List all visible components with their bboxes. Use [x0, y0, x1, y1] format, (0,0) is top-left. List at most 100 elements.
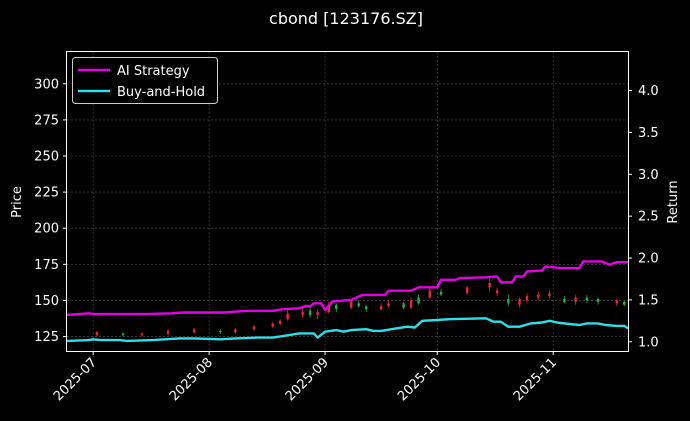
- candle-body: [518, 299, 521, 305]
- candle-body: [335, 304, 338, 310]
- candlestick: [417, 294, 420, 305]
- candle-body: [525, 296, 529, 301]
- candlestick: [439, 288, 443, 297]
- candlestick: [623, 300, 626, 307]
- y-tick-label: 250: [34, 150, 59, 165]
- y2-tick-label: 1.5: [638, 293, 659, 308]
- plot-frame: [66, 51, 629, 352]
- candlestick: [402, 301, 405, 310]
- candle-body: [563, 299, 566, 302]
- candle-body: [271, 323, 274, 327]
- candlestick: [563, 296, 566, 304]
- y-tick-label: 275: [34, 113, 59, 128]
- candle-body: [507, 299, 510, 304]
- y-tick-label: 125: [34, 330, 59, 345]
- candle-body: [615, 300, 618, 304]
- candle-body: [308, 310, 312, 315]
- y-tick-label: 225: [34, 186, 59, 201]
- candlestick: [286, 309, 289, 321]
- y-tick-label: 175: [34, 258, 59, 273]
- chart-title: cbond [123176.SZ]: [269, 9, 423, 28]
- candlestick: [192, 327, 196, 334]
- legend-label-ai-strategy: AI Strategy: [117, 64, 190, 79]
- candlestick: [409, 297, 413, 310]
- candle-body: [379, 306, 383, 310]
- candlestick: [271, 322, 274, 328]
- candle-body: [140, 333, 143, 336]
- legend: AI Strategy Buy-and-Hold: [72, 57, 218, 104]
- candle-body: [350, 301, 353, 308]
- grid-lines: [67, 52, 628, 351]
- candlestick: [387, 300, 390, 308]
- candle-body: [417, 297, 420, 304]
- y2-tick-label: 1.0: [638, 335, 659, 350]
- candlestick: [518, 297, 521, 308]
- candlestick: [525, 293, 529, 304]
- candlestick: [585, 294, 589, 304]
- candle-body: [585, 297, 589, 301]
- candle-body: [488, 283, 491, 288]
- y-tick-label: 300: [34, 77, 59, 92]
- candlestick: [495, 287, 499, 297]
- candle-body: [548, 293, 551, 297]
- candlestick: [95, 330, 99, 337]
- candle-body: [623, 301, 626, 305]
- candlesticks: [95, 278, 626, 337]
- candle-body: [234, 329, 237, 333]
- candlestick: [548, 290, 551, 299]
- candle-body: [357, 303, 360, 307]
- y-axis-title-price: Price: [10, 186, 25, 218]
- candlestick: [140, 332, 143, 337]
- candle-body: [365, 306, 368, 310]
- return-lines: [66, 260, 629, 343]
- candle-body: [428, 290, 431, 298]
- candlestick: [335, 303, 338, 312]
- candlestick: [379, 303, 383, 311]
- candlestick: [488, 278, 491, 292]
- candle-body: [219, 330, 222, 333]
- candle-body: [439, 291, 443, 295]
- candle-body: [402, 303, 405, 308]
- candlestick: [596, 297, 600, 305]
- y2-tick-label: 2.0: [638, 252, 659, 267]
- candle-body: [121, 333, 125, 336]
- candlestick: [121, 332, 125, 337]
- candle-body: [387, 303, 390, 307]
- candlestick: [615, 299, 618, 307]
- candlestick: [327, 301, 330, 314]
- y-axis-price: 125 150 175 200 225 250 275 300: [34, 77, 67, 345]
- candle-body: [537, 294, 540, 298]
- candle-body: [574, 297, 577, 302]
- candle-body: [596, 299, 600, 302]
- candlestick: [316, 309, 319, 320]
- candle-body: [278, 320, 282, 324]
- candlestick: [365, 304, 368, 312]
- y-axis-title-return: Return: [666, 180, 681, 223]
- candlestick: [278, 319, 282, 325]
- candlestick: [234, 327, 237, 334]
- y2-tick-label: 3.5: [638, 126, 659, 141]
- y-tick-label: 150: [34, 294, 59, 309]
- candlestick: [537, 291, 540, 301]
- y2-tick-label: 2.5: [638, 210, 659, 225]
- candlestick: [574, 294, 577, 305]
- candle-body: [286, 313, 289, 320]
- candle-body: [95, 332, 99, 336]
- candlestick: [465, 286, 469, 295]
- legend-label-buy-and-hold: Buy-and-Hold: [117, 85, 205, 100]
- ai-strategy-line: [66, 260, 628, 317]
- y2-tick-label: 3.0: [638, 168, 659, 183]
- candle-body: [166, 330, 170, 334]
- candlestick: [252, 325, 256, 331]
- candle-body: [327, 304, 330, 312]
- candlestick: [357, 300, 360, 308]
- y-tick-label: 200: [34, 222, 59, 237]
- candlestick: [166, 329, 170, 336]
- candle-body: [495, 290, 499, 294]
- candlestick: [219, 329, 222, 334]
- y-axis-return: 1.0 1.5 2.0 2.5 3.0 3.5 4.0: [628, 84, 659, 350]
- candle-body: [316, 312, 319, 315]
- buy-and-hold-line: [66, 317, 629, 343]
- candlestick: [301, 307, 304, 318]
